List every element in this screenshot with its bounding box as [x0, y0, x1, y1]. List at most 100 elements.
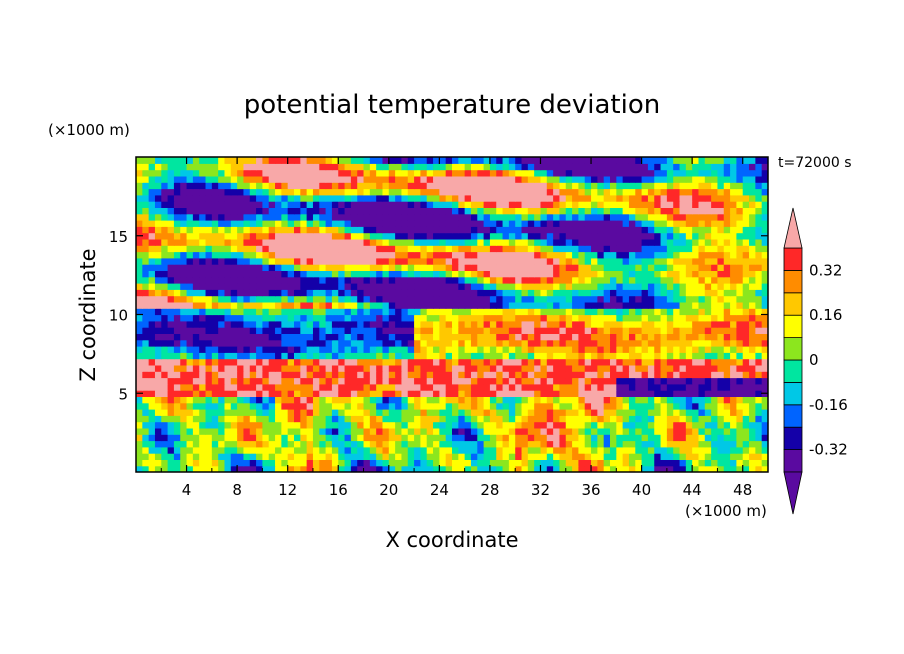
- field-cell: [546, 459, 554, 467]
- field-cell: [723, 226, 731, 234]
- field-cell: [508, 421, 516, 429]
- field-cell: [698, 453, 706, 460]
- field-cell: [711, 327, 719, 334]
- field-cell: [395, 409, 403, 416]
- field-cell: [755, 270, 763, 278]
- field-cell: [730, 459, 737, 467]
- field-cell: [464, 295, 472, 303]
- field-cell: [489, 182, 497, 190]
- field-cell: [142, 333, 150, 341]
- field-cell: [723, 421, 731, 429]
- field-cell: [407, 446, 415, 454]
- field-cell: [294, 238, 301, 246]
- field-cell: [281, 339, 289, 347]
- field-cell: [300, 289, 308, 297]
- field-cell: [211, 415, 219, 423]
- field-cell: [312, 188, 320, 196]
- field-cell: [534, 238, 542, 246]
- field-cell: [192, 238, 200, 246]
- field-cell: [679, 352, 687, 360]
- field-cell: [256, 396, 263, 404]
- field-cell: [268, 157, 276, 164]
- field-cell: [723, 301, 731, 309]
- field-cell: [591, 201, 598, 208]
- field-cell: [331, 415, 339, 423]
- field-cell: [382, 377, 390, 385]
- field-cell: [559, 459, 567, 467]
- field-cell: [521, 352, 529, 360]
- field-cell: [275, 402, 282, 410]
- field-cell: [148, 188, 156, 196]
- field-cell: [546, 339, 554, 347]
- field-cell: [673, 245, 681, 253]
- field-cell: [483, 283, 491, 290]
- field-cell: [154, 175, 162, 183]
- field-cell: [312, 434, 320, 442]
- field-cell: [584, 220, 592, 227]
- field-cell: [268, 213, 276, 221]
- field-cell: [761, 352, 768, 360]
- field-cell: [136, 465, 143, 472]
- field-cell: [420, 339, 428, 347]
- field-cell: [458, 377, 466, 385]
- field-cell: [262, 352, 270, 360]
- field-cell: [154, 232, 162, 240]
- field-cell: [161, 409, 169, 416]
- field-cell: [294, 308, 301, 316]
- field-cell: [148, 245, 156, 253]
- field-cell: [369, 396, 377, 404]
- field-cell: [211, 238, 219, 246]
- field-cell: [350, 396, 358, 404]
- field-cell: [559, 295, 567, 303]
- field-cell: [287, 188, 295, 196]
- field-cell: [312, 320, 320, 328]
- field-cell: [369, 320, 377, 328]
- field-cell: [306, 364, 314, 372]
- field-cell: [489, 276, 497, 284]
- field-cell: [148, 270, 156, 278]
- field-cell: [546, 308, 554, 316]
- field-cell: [426, 157, 434, 164]
- field-cell: [433, 390, 440, 397]
- field-cell: [692, 238, 700, 246]
- field-cell: [755, 415, 763, 423]
- field-cell: [218, 453, 226, 460]
- field-cell: [199, 371, 207, 379]
- field-cell: [470, 188, 478, 196]
- field-cell: [369, 220, 377, 227]
- field-cell: [742, 257, 750, 265]
- field-cell: [704, 465, 712, 472]
- field-cell: [679, 245, 687, 253]
- field-cell: [660, 213, 668, 221]
- field-cell: [306, 409, 314, 416]
- field-cell: [527, 276, 535, 284]
- field-cell: [275, 446, 282, 454]
- field-cell: [142, 415, 150, 423]
- field-cell: [357, 453, 365, 460]
- field-cell: [224, 440, 232, 448]
- field-cell: [458, 396, 466, 404]
- field-cell: [382, 446, 390, 454]
- field-cell: [414, 270, 421, 278]
- field-cell: [483, 421, 491, 429]
- field-cell: [578, 157, 586, 164]
- field-cell: [679, 465, 687, 472]
- field-cell: [154, 396, 162, 404]
- field-cell: [363, 295, 371, 303]
- field-cell: [673, 238, 681, 246]
- field-cell: [294, 434, 301, 442]
- field-cell: [243, 333, 251, 341]
- field-cell: [350, 201, 358, 208]
- field-cell: [180, 371, 188, 379]
- field-cell: [382, 358, 390, 366]
- field-cell: [154, 409, 162, 416]
- field-cell: [610, 346, 617, 353]
- field-cell: [350, 383, 358, 391]
- field-cell: [502, 427, 510, 435]
- field-cell: [610, 339, 617, 347]
- field-cell: [154, 169, 162, 177]
- field-cell: [546, 333, 554, 341]
- field-cell: [641, 257, 649, 265]
- field-cell: [426, 327, 434, 334]
- field-cell: [312, 352, 320, 360]
